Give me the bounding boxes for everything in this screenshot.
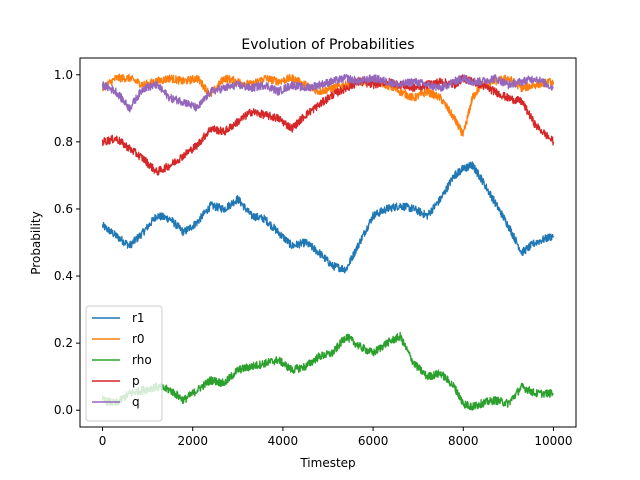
x-tick-label: 10000 — [534, 434, 572, 448]
x-tick-label: 4000 — [268, 434, 299, 448]
y-axis: 0.0 0.2 0.4 0.6 0.8 1.0 — [54, 68, 80, 417]
x-tick-label: 8000 — [448, 434, 479, 448]
y-tick-label: 0.4 — [54, 269, 73, 283]
series-line-r0 — [101, 73, 555, 137]
series-layer — [101, 73, 555, 411]
legend-label-rho: rho — [132, 353, 152, 367]
y-tick-label: 0.0 — [54, 403, 73, 417]
y-axis-title: Probability — [29, 211, 43, 274]
x-axis: 0 2000 4000 6000 8000 10000 — [99, 427, 573, 448]
y-tick-label: 0.2 — [54, 336, 73, 350]
series-line-rho — [101, 331, 554, 411]
legend-label-r1: r1 — [132, 311, 145, 325]
legend-label-r0: r0 — [132, 332, 145, 346]
series-line-r1 — [101, 161, 555, 274]
y-tick-label: 0.8 — [54, 135, 73, 149]
y-tick-label: 1.0 — [54, 68, 73, 82]
plot-area-frame — [79, 57, 577, 428]
chart-title: Evolution of Probabilities — [241, 37, 414, 53]
legend-label-q: q — [132, 395, 140, 409]
legend-box — [85, 305, 163, 422]
y-tick-label: 0.6 — [54, 202, 73, 216]
legend-label-p: p — [132, 374, 140, 388]
legend: r1 r0 rho pq — [85, 305, 163, 422]
x-axis-title: Timestep — [299, 456, 355, 470]
x-tick-label: 0 — [99, 434, 107, 448]
x-tick-label: 2000 — [177, 434, 208, 448]
series-line-q — [101, 73, 554, 113]
x-tick-label: 6000 — [358, 434, 389, 448]
